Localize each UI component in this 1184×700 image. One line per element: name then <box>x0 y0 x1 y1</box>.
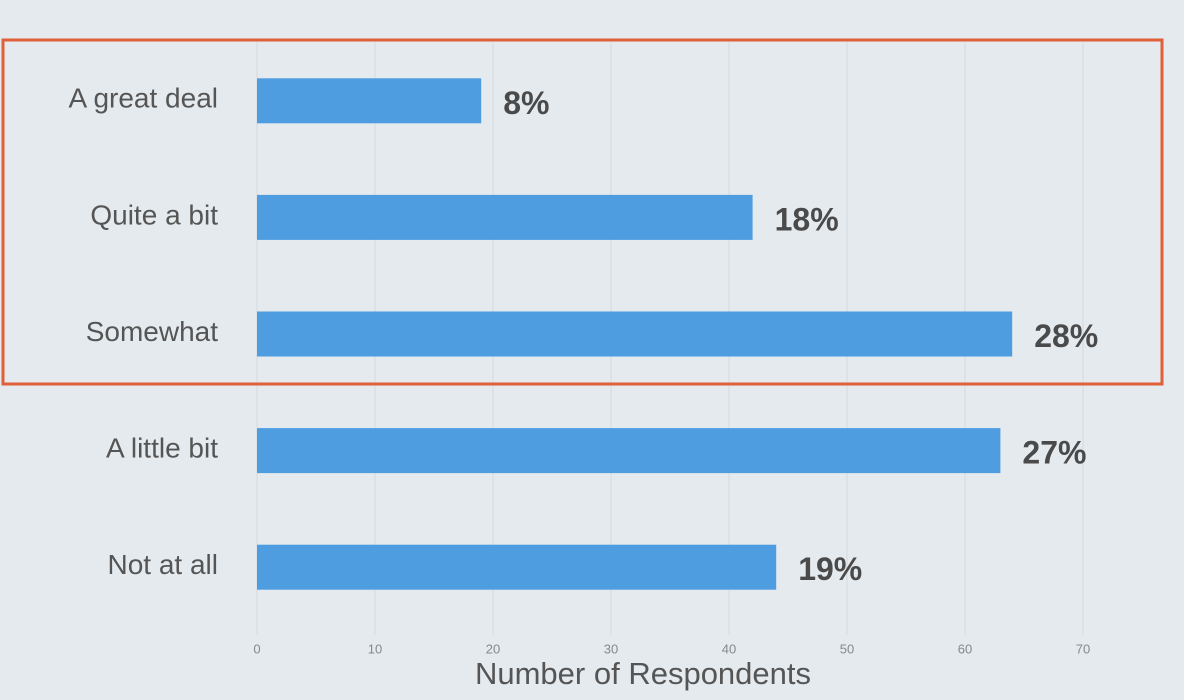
x-axis-title: Number of Respondents <box>475 656 811 691</box>
value-label: 28% <box>1034 318 1098 354</box>
x-tick-label: 70 <box>1076 641 1090 656</box>
bar <box>257 311 1013 357</box>
y-tick-label: Somewhat <box>86 316 219 347</box>
y-tick-label: Not at all <box>108 549 219 580</box>
x-tick-label: 60 <box>958 641 972 656</box>
x-tick-label: 30 <box>604 641 618 656</box>
value-label: 19% <box>798 551 862 587</box>
bar <box>257 544 777 590</box>
x-tick-label: 0 <box>253 641 260 656</box>
y-tick-label: A great deal <box>69 83 218 114</box>
value-label: 8% <box>503 85 549 121</box>
x-tick-label: 20 <box>486 641 500 656</box>
value-label: 18% <box>775 201 839 237</box>
bar <box>257 428 1001 474</box>
y-tick-label: A little bit <box>106 432 218 463</box>
y-tick-label: Quite a bit <box>90 199 218 230</box>
bar <box>257 194 753 240</box>
bar <box>257 78 482 124</box>
x-tick-label: 10 <box>368 641 382 656</box>
x-tick-label: 40 <box>722 641 736 656</box>
highlight-box <box>1 38 1164 386</box>
value-label: 27% <box>1022 435 1086 471</box>
x-tick-label: 50 <box>840 641 854 656</box>
